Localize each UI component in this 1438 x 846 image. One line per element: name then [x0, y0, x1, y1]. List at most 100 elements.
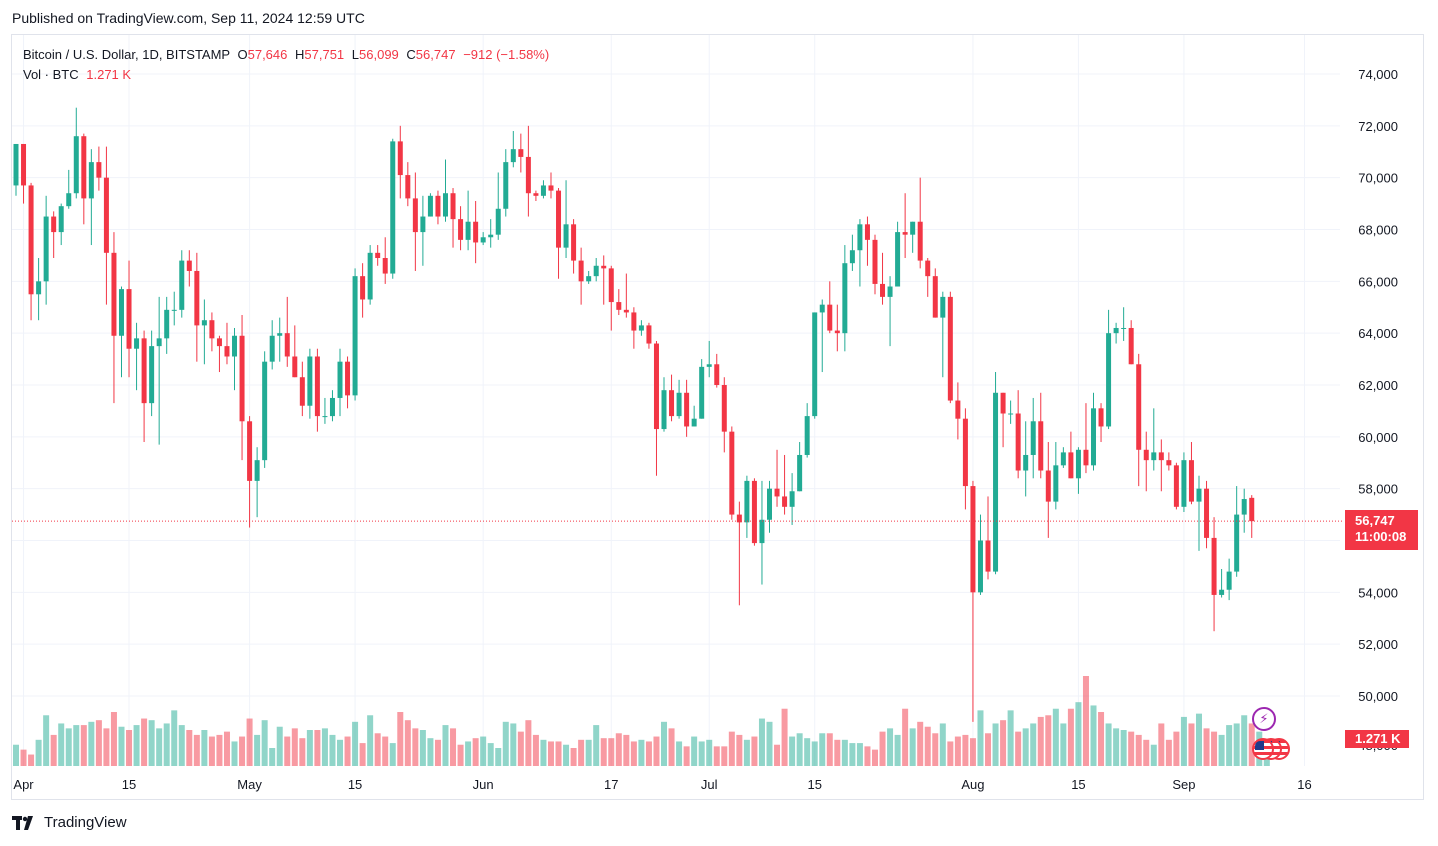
- candle-body: [284, 333, 290, 357]
- candle: [1068, 431, 1074, 479]
- candle-body: [751, 480, 757, 544]
- candle: [1226, 558, 1232, 601]
- candle-body: [661, 390, 667, 430]
- candle: [623, 273, 629, 318]
- volume-bar: [600, 738, 607, 766]
- candle: [510, 131, 516, 168]
- volume-bar: [1195, 713, 1202, 766]
- candle: [164, 296, 170, 354]
- candle-body: [1166, 460, 1172, 466]
- volume-bar: [178, 725, 185, 766]
- candle-body: [337, 361, 343, 398]
- volume-bar: [691, 736, 698, 766]
- candle: [947, 291, 953, 404]
- candle: [661, 377, 667, 432]
- candle-body: [653, 343, 659, 430]
- volume-bar: [28, 754, 35, 766]
- candle: [73, 107, 79, 199]
- candle-body: [458, 219, 464, 240]
- candle: [1241, 488, 1247, 533]
- volume-bar: [1090, 705, 1097, 766]
- high-label: H: [295, 47, 305, 62]
- candle-body: [759, 519, 765, 544]
- candle: [940, 291, 946, 378]
- price-axis-tick: 50,000: [1358, 689, 1398, 704]
- candle: [1173, 462, 1179, 510]
- candle-body: [1219, 589, 1225, 595]
- volume-bar: [254, 734, 261, 766]
- candle-body: [194, 270, 200, 326]
- volume-bar: [269, 748, 276, 766]
- candle: [1158, 439, 1164, 492]
- candle-body: [917, 221, 923, 261]
- candle: [36, 258, 42, 321]
- volume-bar: [841, 739, 848, 766]
- candle-body: [1136, 364, 1142, 450]
- candle: [985, 496, 991, 580]
- candle: [578, 247, 584, 305]
- candle: [563, 180, 569, 259]
- volume-bar: [352, 721, 359, 766]
- candle-body: [623, 309, 629, 313]
- footer-brand-label: TradingView: [44, 814, 127, 831]
- candle: [254, 447, 260, 518]
- candle-body: [804, 416, 810, 455]
- volume-bar: [668, 728, 675, 766]
- volume-bar: [50, 734, 57, 766]
- candle-body: [842, 263, 848, 334]
- volume-bar: [1128, 731, 1135, 766]
- volume-bar: [1226, 725, 1233, 766]
- candle: [329, 390, 335, 422]
- candle: [473, 200, 479, 264]
- candle: [593, 258, 599, 282]
- candle-body: [548, 185, 554, 191]
- price-axis: 74,000 72,000 70,000 68,000 66,000 64,000 62,0…: [1358, 67, 1398, 753]
- candle-body: [518, 149, 524, 157]
- chart-frame[interactable]: [11, 34, 1424, 800]
- candle-body: [1008, 413, 1014, 415]
- volume-bar: [653, 736, 660, 766]
- volume-bar: [728, 731, 735, 766]
- candle: [880, 252, 886, 305]
- volume-bar: [13, 744, 19, 766]
- volume-bar: [1067, 708, 1074, 766]
- candle: [1083, 403, 1089, 474]
- volume-bar: [630, 741, 637, 766]
- volume-bar: [374, 733, 381, 766]
- candle-body: [58, 206, 64, 233]
- volume-bar: [676, 741, 683, 766]
- candle-body: [736, 514, 742, 523]
- volume-bar: [932, 733, 939, 766]
- candle: [28, 182, 34, 321]
- candle-body: [962, 418, 968, 487]
- candle-body: [1211, 537, 1217, 595]
- candle-body: [1151, 452, 1157, 461]
- candle: [525, 125, 531, 217]
- open-value: 57,646: [247, 47, 288, 62]
- flag-icon: [1252, 738, 1274, 760]
- candle: [744, 475, 750, 538]
- volume-bar: [1022, 728, 1029, 766]
- us-flag-icon[interactable]: [1252, 738, 1294, 762]
- lightning-bolt-icon[interactable]: ⚡: [1252, 707, 1276, 731]
- candle-body: [450, 193, 456, 220]
- change-value: −912 (−1.58%): [463, 47, 550, 62]
- candle-body: [593, 265, 599, 277]
- candle: [284, 296, 290, 367]
- candle-body: [1106, 333, 1112, 427]
- candle-body: [789, 491, 795, 507]
- candle-body: [1188, 460, 1194, 502]
- last-price-value: 56,747: [1355, 513, 1395, 528]
- volume-bar: [314, 730, 321, 766]
- footer-brand[interactable]: TradingView: [12, 814, 127, 831]
- candle-body: [925, 260, 931, 277]
- candle: [767, 480, 772, 533]
- volume-bar: [231, 741, 238, 766]
- price-axis-tick: 52,000: [1358, 637, 1398, 652]
- volume-bar: [736, 734, 743, 766]
- candle-body: [1000, 392, 1006, 414]
- candle-body: [1158, 452, 1164, 461]
- candle: [1106, 309, 1112, 430]
- candle-body: [216, 338, 222, 347]
